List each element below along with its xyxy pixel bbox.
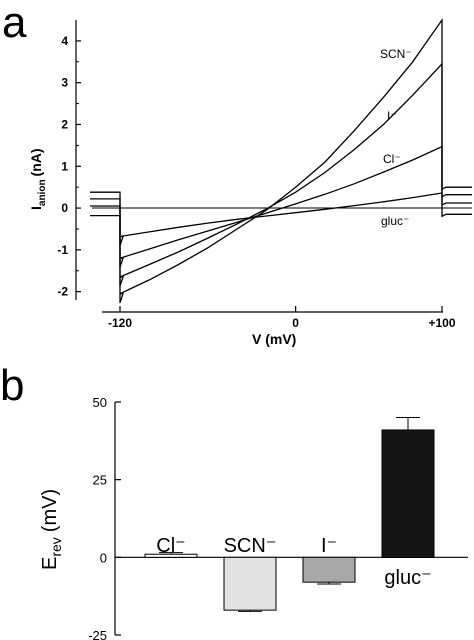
y-tick-label-b: 25 (93, 473, 107, 488)
current-trace-2 (90, 145, 472, 268)
bar-3 (381, 429, 435, 558)
series-label-0: SCN⁻ (380, 47, 412, 61)
bar-label-2: I⁻ (321, 535, 337, 557)
y-tick-label-a: 3 (61, 76, 68, 90)
x-axis-label-a: V (mV) (252, 331, 296, 347)
bar-1 (223, 556, 277, 611)
panel-label-a: a (2, 0, 27, 47)
x-tick-label-a: -120 (108, 316, 132, 330)
series-label-3: gluc⁻ (381, 214, 409, 228)
y-tick-label-b: -25 (88, 628, 107, 640)
y-tick-label-a: 4 (61, 34, 68, 48)
series-label-1: I⁻ (387, 109, 397, 123)
current-trace-3 (90, 192, 472, 246)
x-tick-label-a: +100 (428, 316, 455, 330)
y-tick-label-a: -1 (57, 243, 68, 257)
y-tick-label-a: 0 (61, 201, 68, 215)
y-tick-label-a: -2 (57, 285, 68, 299)
current-trace-0 (90, 17, 472, 303)
current-trace-1 (90, 62, 472, 287)
bar-label-1: SCN⁻ (224, 535, 277, 557)
bar-2 (302, 556, 356, 583)
series-label-2: Cl⁻ (383, 152, 401, 166)
panel-label-b: b (0, 361, 24, 410)
bar-label-0: Cl⁻ (156, 535, 185, 557)
y-tick-label-b: 50 (93, 395, 107, 410)
y-axis-label-b: Erev(mV) (39, 489, 64, 570)
y-tick-label-b: 0 (100, 550, 107, 565)
bar-label-3: gluc⁻ (384, 567, 431, 589)
y-tick-label-a: 2 (61, 117, 68, 131)
y-tick-label-a: 1 (61, 159, 68, 173)
y-axis-label-a: Ianion(nA) (28, 148, 48, 210)
chart-b: Erev(mV) 50 25 0 -25 Cl⁻ SCN⁻ I⁻ gluc⁻ (39, 395, 468, 640)
chart-a: Ianion(nA) V (mV) 4 3 2 1 0 -1 -2 -120 0 +100 SCN⁻… (28, 17, 472, 347)
x-tick-label-a: 0 (292, 316, 299, 330)
